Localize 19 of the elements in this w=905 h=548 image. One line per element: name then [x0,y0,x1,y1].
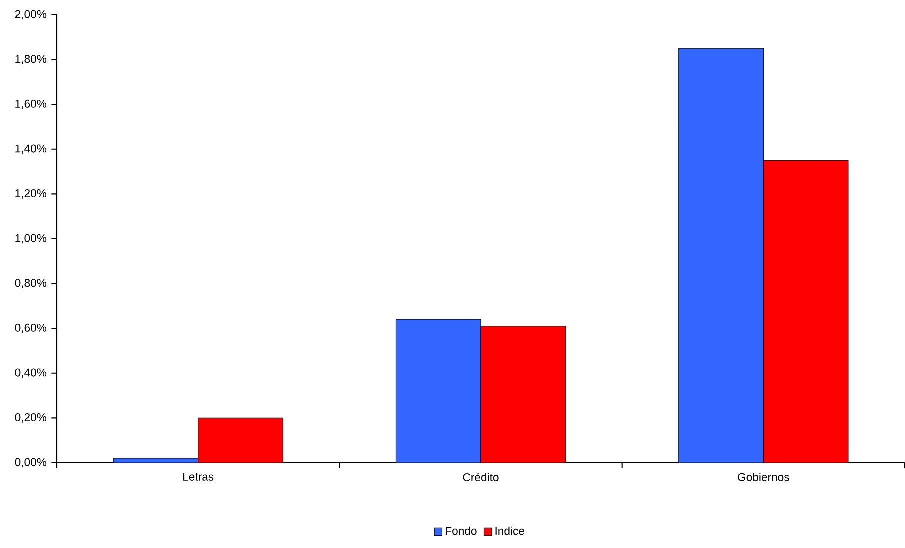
bar [763,160,849,463]
y-tick-label: 1,60% [16,100,47,110]
y-tick-label: 0,00% [15,458,47,468]
legend-label: Indice [496,526,524,536]
x-tick-label: Crédito [463,473,499,482]
y-tick-label: 1,80% [16,55,47,64]
y-tick-label: 1,00% [16,234,47,244]
bar [480,326,566,463]
y-tick-label: 2,00% [15,10,47,20]
y-tick-label: 0,40% [15,368,47,378]
bar [198,418,284,463]
y-tick-label: 0,80% [15,279,47,288]
x-tick-label: Gobiernos [738,473,790,482]
x-tick-label: Letras [184,473,214,481]
y-tick-label: 0,60% [15,324,47,334]
y-tick-label: 1,20% [16,190,47,199]
legend-label: Fondo [446,526,477,536]
y-tick-label: 0,20% [15,414,47,423]
y-tick-label: 1,40% [16,144,47,154]
